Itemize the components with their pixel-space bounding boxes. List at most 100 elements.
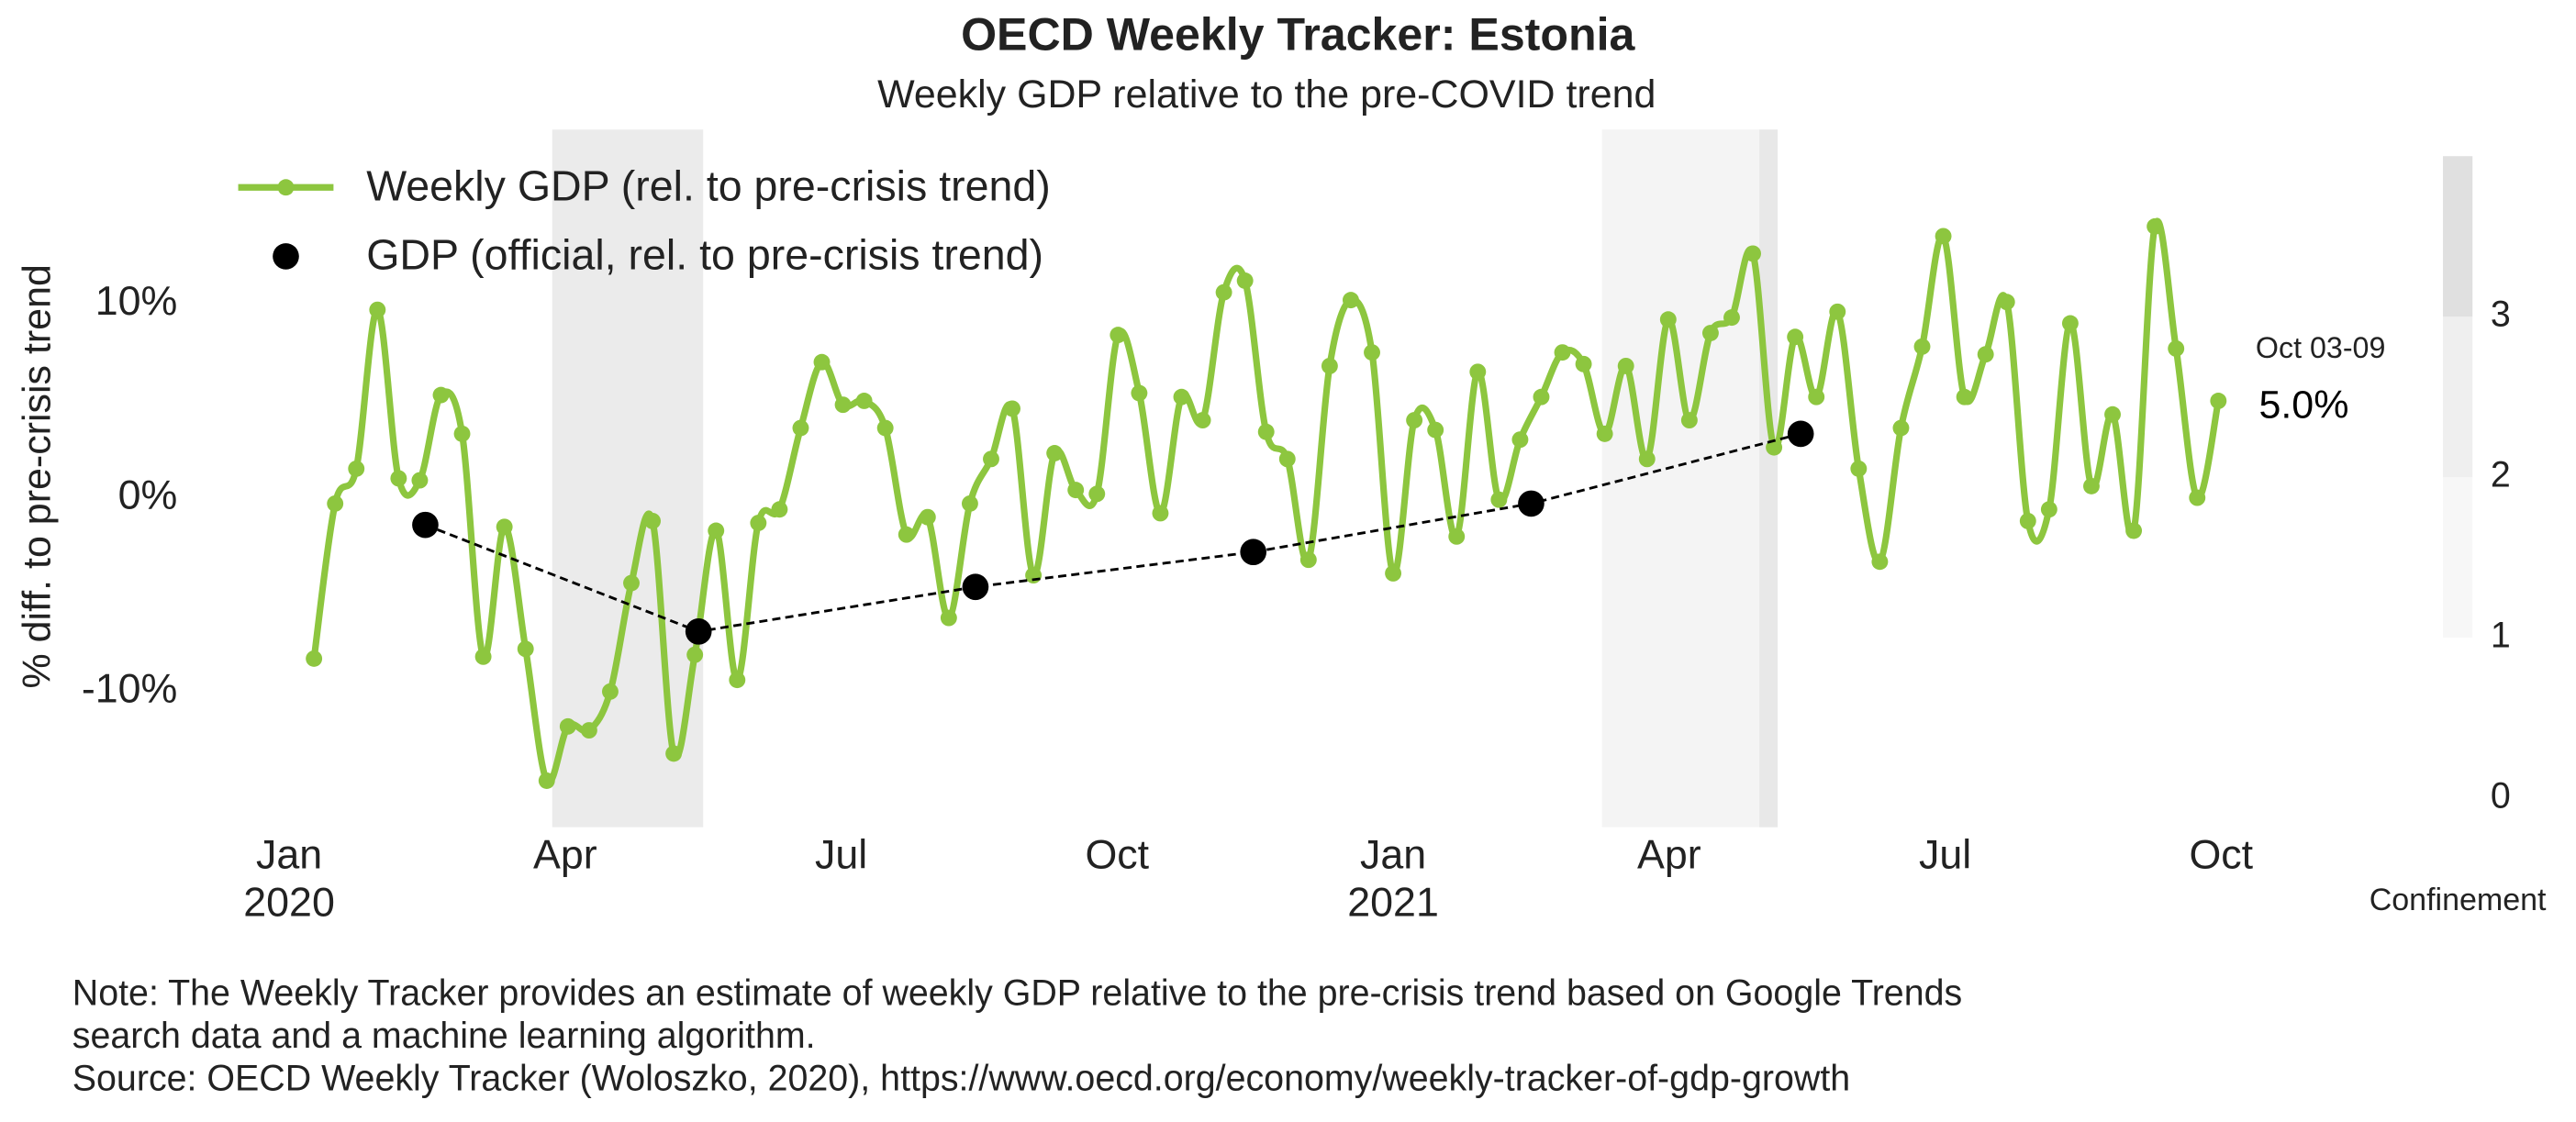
weekly-gdp-point <box>1956 388 1973 405</box>
weekly-gdp-point <box>496 518 513 536</box>
x-tick-label: Jan 2021 <box>1347 831 1439 925</box>
weekly-gdp-point <box>1787 328 1804 346</box>
x-tick-label: Apr <box>1637 831 1701 877</box>
confinement-period <box>1759 129 1779 828</box>
weekly-gdp-point <box>1299 551 1317 569</box>
weekly-gdp-point <box>1998 294 2015 311</box>
weekly-gdp-point <box>1152 505 1169 522</box>
weekly-gdp-point <box>411 472 429 489</box>
colorbar-segment <box>2442 477 2473 639</box>
weekly-gdp-point <box>665 745 683 762</box>
weekly-gdp-point <box>1088 485 1106 503</box>
weekly-gdp-point <box>813 353 831 371</box>
weekly-gdp-point <box>1829 303 1846 320</box>
weekly-gdp-point <box>474 648 492 665</box>
weekly-gdp-point <box>1278 450 1296 468</box>
weekly-gdp-point <box>348 460 365 477</box>
weekly-gdp-point <box>2168 339 2185 357</box>
weekly-gdp-point <box>1745 245 1761 262</box>
last-point-value: 5.0% <box>2258 383 2348 427</box>
colorbar-tick-label: 1 <box>2491 616 2511 656</box>
weekly-gdp-point <box>601 683 619 700</box>
weekly-gdp-point <box>432 386 450 404</box>
official-gdp-line <box>424 432 1801 633</box>
legend-line-marker <box>277 179 295 196</box>
weekly-gdp-point <box>876 419 894 437</box>
x-tick-label: Apr <box>533 831 597 877</box>
colorbar-tick-label: 0 <box>2491 776 2511 817</box>
weekly-gdp-point <box>771 501 788 518</box>
colorbar-segment <box>2442 156 2473 317</box>
weekly-gdp-point <box>1406 412 1423 429</box>
weekly-gdp-point <box>1236 272 1254 289</box>
official-gdp-point <box>1518 490 1544 517</box>
weekly-gdp-point <box>729 672 746 689</box>
weekly-gdp-point <box>1533 388 1550 405</box>
weekly-gdp-point <box>2210 393 2227 409</box>
weekly-gdp-point <box>1215 283 1232 301</box>
weekly-gdp-point <box>1723 309 1740 327</box>
weekly-gdp-point <box>1004 400 1020 417</box>
weekly-gdp-point <box>2019 512 2036 529</box>
weekly-gdp-point <box>686 646 704 663</box>
weekly-gdp-point <box>919 508 936 526</box>
y-tick-label: 0% <box>118 472 178 517</box>
background-layer <box>552 129 1779 828</box>
weekly-gdp-point <box>1638 450 1656 468</box>
weekly-gdp-point <box>1110 327 1127 344</box>
weekly-gdp-point <box>1490 491 1508 508</box>
y-tick-label: 10% <box>95 278 178 324</box>
weekly-gdp-point <box>1935 228 1952 245</box>
colorbar-tick-label: 2 <box>2491 455 2511 495</box>
weekly-gdp-point <box>517 640 534 658</box>
weekly-gdp-point <box>559 717 576 735</box>
x-tick-label: Jul <box>1919 831 1971 877</box>
weekly-gdp-point <box>1511 431 1529 449</box>
official-gdp-point <box>1787 420 1814 448</box>
weekly-gdp-point <box>1554 344 1571 361</box>
x-tick-label: Oct <box>1086 831 1150 877</box>
weekly-gdp-point <box>1680 412 1698 429</box>
official-gdp-point <box>1240 539 1267 566</box>
weekly-gdp-point <box>1257 423 1275 440</box>
official-gdp-point <box>685 618 712 645</box>
weekly-gdp-point <box>1173 388 1190 405</box>
weekly-gdp-point <box>1766 439 1783 456</box>
weekly-gdp-point <box>792 419 809 437</box>
x-tick-label: Jul <box>815 831 867 877</box>
weekly-gdp-point <box>1575 355 1592 372</box>
weekly-gdp-point <box>644 512 662 529</box>
weekly-gdp-point <box>2147 217 2164 235</box>
weekly-gdp-point <box>2189 489 2206 506</box>
weekly-gdp-point <box>538 772 555 789</box>
weekly-gdp-point <box>623 574 640 592</box>
weekly-gdp-point <box>2061 315 2079 332</box>
weekly-gdp-point <box>1469 363 1487 381</box>
weekly-gdp-point <box>1448 528 1466 545</box>
weekly-gdp-point <box>1194 412 1211 429</box>
weekly-gdp-point <box>1596 425 1613 442</box>
colorbar-tick-label: 3 <box>2491 294 2511 335</box>
weekly-gdp-point <box>1067 482 1085 499</box>
weekly-gdp-point <box>390 470 407 487</box>
legend-label: Weekly GDP (rel. to pre-crisis trend) <box>366 161 1051 209</box>
weekly-gdp-point <box>1808 388 1825 405</box>
last-point-date: Oct 03-09 <box>2256 331 2385 364</box>
weekly-gdp-point <box>1046 445 1064 461</box>
confinement-period <box>552 129 704 828</box>
weekly-gdp-point <box>1025 567 1043 584</box>
chart-subtitle: Weekly GDP relative to the pre-COVID tre… <box>877 72 1656 117</box>
weekly-gdp-point <box>1850 460 1868 477</box>
colorbar-label: Confinement <box>2370 883 2547 917</box>
official-gdp-point <box>412 511 439 539</box>
weekly-gdp-point <box>453 425 471 442</box>
weekly-gdp-point <box>855 393 873 409</box>
weekly-gdp-point <box>1343 292 1359 309</box>
weekly-gdp-point <box>327 494 344 512</box>
weekly-gdp-point <box>306 650 323 667</box>
weekly-gdp-point <box>983 450 999 468</box>
weekly-gdp-point <box>1385 565 1402 582</box>
weekly-gdp-point <box>2040 501 2057 518</box>
weekly-gdp-point <box>898 526 915 543</box>
